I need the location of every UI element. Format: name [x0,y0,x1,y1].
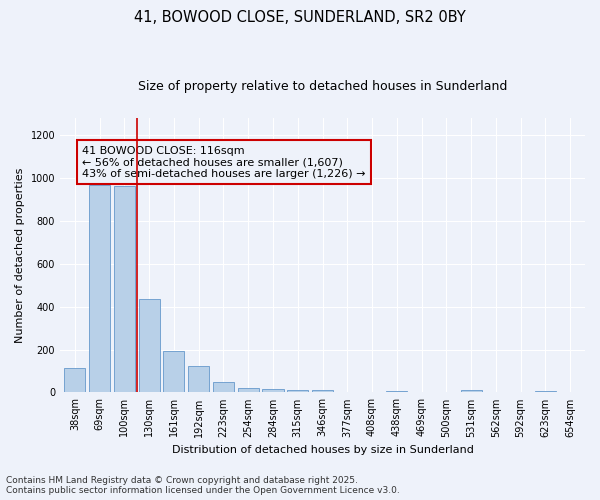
Bar [213,382,234,392]
Bar [287,390,308,392]
Bar [262,389,284,392]
Bar [64,368,85,392]
Bar [188,366,209,392]
Bar [238,388,259,392]
Bar [114,186,135,392]
Text: Contains HM Land Registry data © Crown copyright and database right 2025.
Contai: Contains HM Land Registry data © Crown c… [6,476,400,495]
Bar [535,390,556,392]
Bar [89,186,110,392]
X-axis label: Distribution of detached houses by size in Sunderland: Distribution of detached houses by size … [172,445,473,455]
Bar [139,299,160,392]
Y-axis label: Number of detached properties: Number of detached properties [15,168,25,343]
Bar [312,390,333,392]
Bar [163,351,184,393]
Text: 41 BOWOOD CLOSE: 116sqm
← 56% of detached houses are smaller (1,607)
43% of semi: 41 BOWOOD CLOSE: 116sqm ← 56% of detache… [82,146,366,179]
Title: Size of property relative to detached houses in Sunderland: Size of property relative to detached ho… [138,80,507,93]
Bar [461,390,482,392]
Text: 41, BOWOOD CLOSE, SUNDERLAND, SR2 0BY: 41, BOWOOD CLOSE, SUNDERLAND, SR2 0BY [134,10,466,25]
Bar [386,391,407,392]
